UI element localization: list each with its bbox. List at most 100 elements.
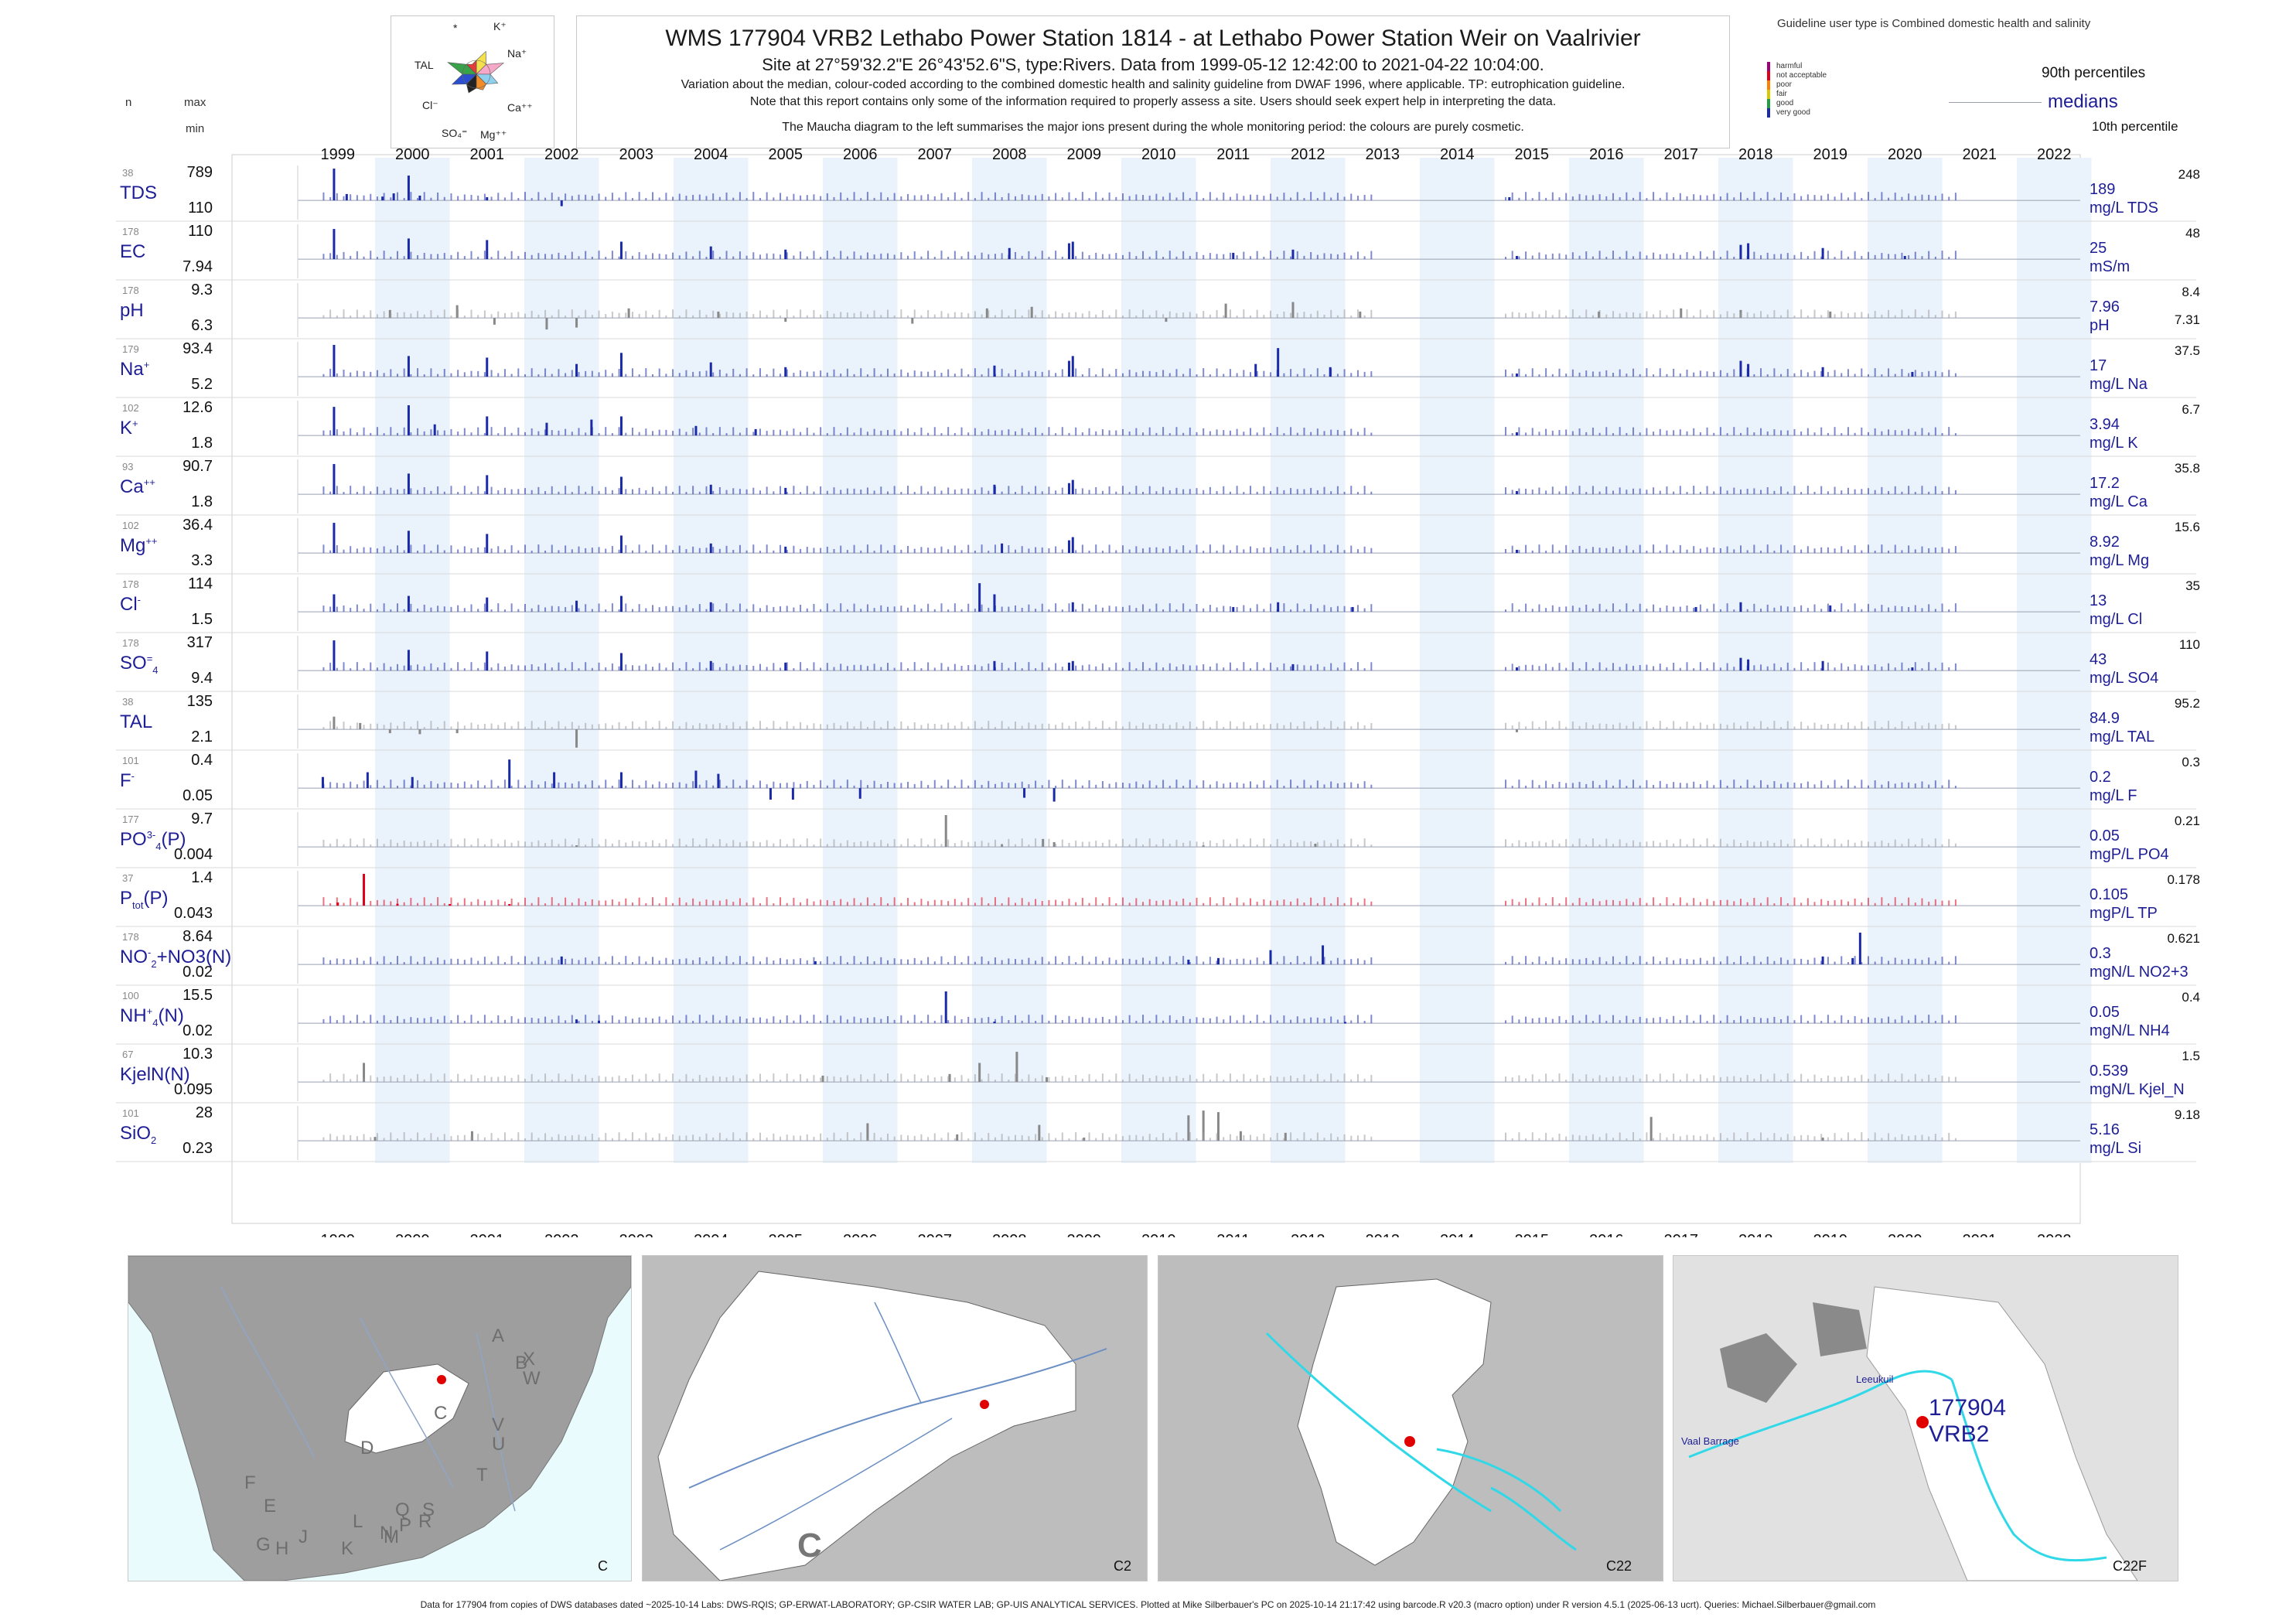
minor-bar bbox=[652, 957, 654, 965]
map-c22: C22 bbox=[1158, 1255, 1663, 1581]
minor-bar bbox=[1316, 310, 1319, 319]
minor-bar bbox=[497, 956, 500, 965]
minor-bar bbox=[450, 545, 452, 554]
minor-bar bbox=[497, 603, 500, 612]
minor-bar bbox=[672, 782, 674, 789]
row-name: TAL bbox=[120, 711, 152, 733]
minor-bar bbox=[618, 549, 620, 554]
minor-bar bbox=[1155, 1075, 1158, 1083]
minor-bar bbox=[537, 1018, 540, 1024]
data-bar bbox=[1291, 302, 1295, 319]
minor-bar bbox=[1786, 721, 1789, 730]
minor-bar bbox=[483, 1137, 486, 1141]
minor-bar bbox=[551, 839, 553, 848]
minor-bar bbox=[685, 722, 687, 730]
minor-bar bbox=[759, 1132, 761, 1141]
minor-bar bbox=[396, 1138, 398, 1141]
minor-bar bbox=[873, 664, 875, 671]
data-bar bbox=[486, 240, 489, 260]
minor-bar bbox=[490, 427, 493, 436]
minor-bar bbox=[1343, 844, 1346, 848]
minor-bar bbox=[1511, 786, 1513, 789]
minor-bar bbox=[1048, 667, 1050, 671]
minor-bar bbox=[820, 1133, 822, 1141]
minor-bar bbox=[786, 844, 788, 848]
minor-bar bbox=[1108, 315, 1110, 319]
minor-bar bbox=[322, 727, 325, 730]
minor-bar bbox=[1908, 838, 1910, 848]
minor-bar bbox=[430, 607, 432, 612]
minor-bar bbox=[1135, 838, 1138, 848]
minor-bar bbox=[1578, 725, 1581, 730]
minor-bar bbox=[443, 550, 445, 554]
data-bar bbox=[1739, 360, 1742, 377]
data-bar bbox=[956, 1134, 959, 1141]
data-bar bbox=[455, 729, 459, 734]
data-bar bbox=[1239, 1131, 1242, 1141]
minor-bar bbox=[565, 838, 567, 848]
minor-bar bbox=[390, 780, 392, 789]
minor-bar bbox=[376, 780, 378, 789]
minor-bar bbox=[1363, 781, 1366, 789]
minor-bar bbox=[1612, 251, 1614, 260]
minor-bar bbox=[1189, 1074, 1191, 1083]
minor-bar bbox=[1934, 724, 1936, 730]
minor-bar bbox=[1659, 368, 1661, 377]
minor-bar bbox=[780, 193, 782, 201]
row-name-suffix: (P) bbox=[161, 829, 186, 850]
minor-bar bbox=[1135, 1020, 1138, 1024]
minor-bar bbox=[1001, 368, 1003, 377]
minor-bar bbox=[665, 667, 667, 671]
minor-bar bbox=[1229, 369, 1231, 377]
minor-bar bbox=[1612, 785, 1614, 789]
minor-bar bbox=[1827, 372, 1829, 377]
minor-bar bbox=[605, 548, 607, 554]
minor-bar bbox=[625, 956, 627, 965]
minor-bar bbox=[954, 1077, 956, 1083]
minor-bar bbox=[1021, 194, 1023, 201]
minor-bar bbox=[1115, 606, 1117, 612]
minor-bar bbox=[860, 368, 862, 377]
minor-bar bbox=[1075, 962, 1077, 965]
minor-bar bbox=[1646, 609, 1648, 612]
minor-bar bbox=[820, 724, 822, 730]
minor-bar bbox=[1015, 492, 1017, 495]
year-tick-top: 2010 bbox=[1141, 146, 1176, 163]
data-bar bbox=[1008, 247, 1011, 260]
minor-bar bbox=[1256, 784, 1258, 789]
minor-bar bbox=[1813, 370, 1816, 377]
minor-bar bbox=[752, 604, 755, 612]
minor-bar bbox=[1196, 432, 1198, 436]
minor-bar bbox=[1646, 902, 1648, 906]
data-bar bbox=[858, 788, 861, 799]
minor-bar bbox=[1148, 315, 1151, 319]
minor-bar bbox=[678, 1079, 681, 1083]
year-tick-top: 2000 bbox=[395, 146, 430, 163]
minor-bar bbox=[376, 257, 378, 260]
minor-bar bbox=[450, 726, 452, 730]
minor-bar bbox=[1706, 1078, 1708, 1083]
minor-bar bbox=[1008, 1136, 1010, 1141]
minor-bar bbox=[1101, 842, 1104, 848]
minor-bar bbox=[1921, 1020, 1923, 1024]
minor-bar bbox=[1175, 609, 1178, 612]
minor-bar bbox=[1229, 662, 1231, 671]
minor-bar bbox=[1196, 192, 1198, 201]
minor-bar bbox=[1041, 547, 1043, 554]
minor-bar bbox=[1673, 550, 1675, 554]
minor-bar bbox=[430, 781, 432, 789]
data-bar bbox=[1821, 1138, 1824, 1141]
minor-bar bbox=[544, 1016, 547, 1024]
minor-bar bbox=[510, 374, 513, 377]
minor-bar bbox=[1894, 957, 1896, 965]
minor-bar bbox=[336, 958, 338, 965]
minor-bar bbox=[652, 486, 654, 495]
minor-bar bbox=[1189, 780, 1191, 789]
minor-bar bbox=[403, 1074, 405, 1083]
minor-bar bbox=[450, 1079, 452, 1083]
minor-bar bbox=[1189, 256, 1191, 260]
minor-bar bbox=[1249, 725, 1251, 730]
minor-bar bbox=[1841, 251, 1843, 260]
minor-bar bbox=[645, 254, 647, 260]
minor-bar bbox=[1270, 662, 1272, 671]
